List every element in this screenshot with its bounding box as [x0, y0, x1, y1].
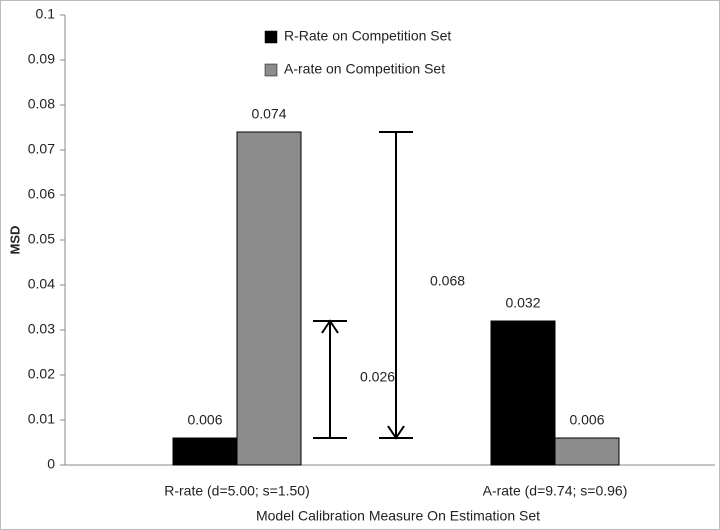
- y-axis-title: MSD: [7, 226, 22, 255]
- y-tick-label: 0: [47, 456, 55, 472]
- y-tick-label: 0.02: [28, 366, 55, 382]
- legend-label: A-rate on Competition Set: [284, 61, 445, 77]
- value-label: 0.006: [569, 412, 604, 428]
- x-axis-title: Model Calibration Measure On Estimation …: [256, 508, 540, 524]
- bar: [554, 437, 620, 466]
- y-tick-label: 0.04: [28, 276, 55, 292]
- legend-label: R-Rate on Competition Set: [284, 28, 451, 44]
- y-tick-label: 0.06: [28, 186, 55, 202]
- value-label: 0.074: [251, 106, 286, 122]
- value-label: 0.032: [505, 295, 540, 311]
- y-tick-label: 0.01: [28, 411, 55, 427]
- x-tick-label: R-rate (d=5.00; s=1.50): [164, 483, 310, 499]
- bar: [490, 320, 556, 466]
- y-tick-label: 0.05: [28, 231, 55, 247]
- y-tick-label: 0.09: [28, 51, 55, 67]
- y-tick-label: 0.1: [36, 6, 56, 22]
- difference-label: 0.026: [360, 369, 395, 385]
- y-tick-label: 0.08: [28, 96, 55, 112]
- y-tick-label: 0.07: [28, 141, 55, 157]
- legend-swatch: [264, 63, 278, 77]
- y-tick-label: 0.03: [28, 321, 55, 337]
- difference-label: 0.068: [430, 273, 465, 289]
- arrow-head: [387, 425, 405, 440]
- x-tick-label: A-rate (d=9.74; s=0.96): [483, 483, 628, 499]
- legend-swatch: [264, 30, 278, 44]
- bar: [172, 437, 238, 466]
- bar: [236, 131, 302, 466]
- arrow-head: [321, 319, 339, 334]
- value-label: 0.006: [187, 412, 222, 428]
